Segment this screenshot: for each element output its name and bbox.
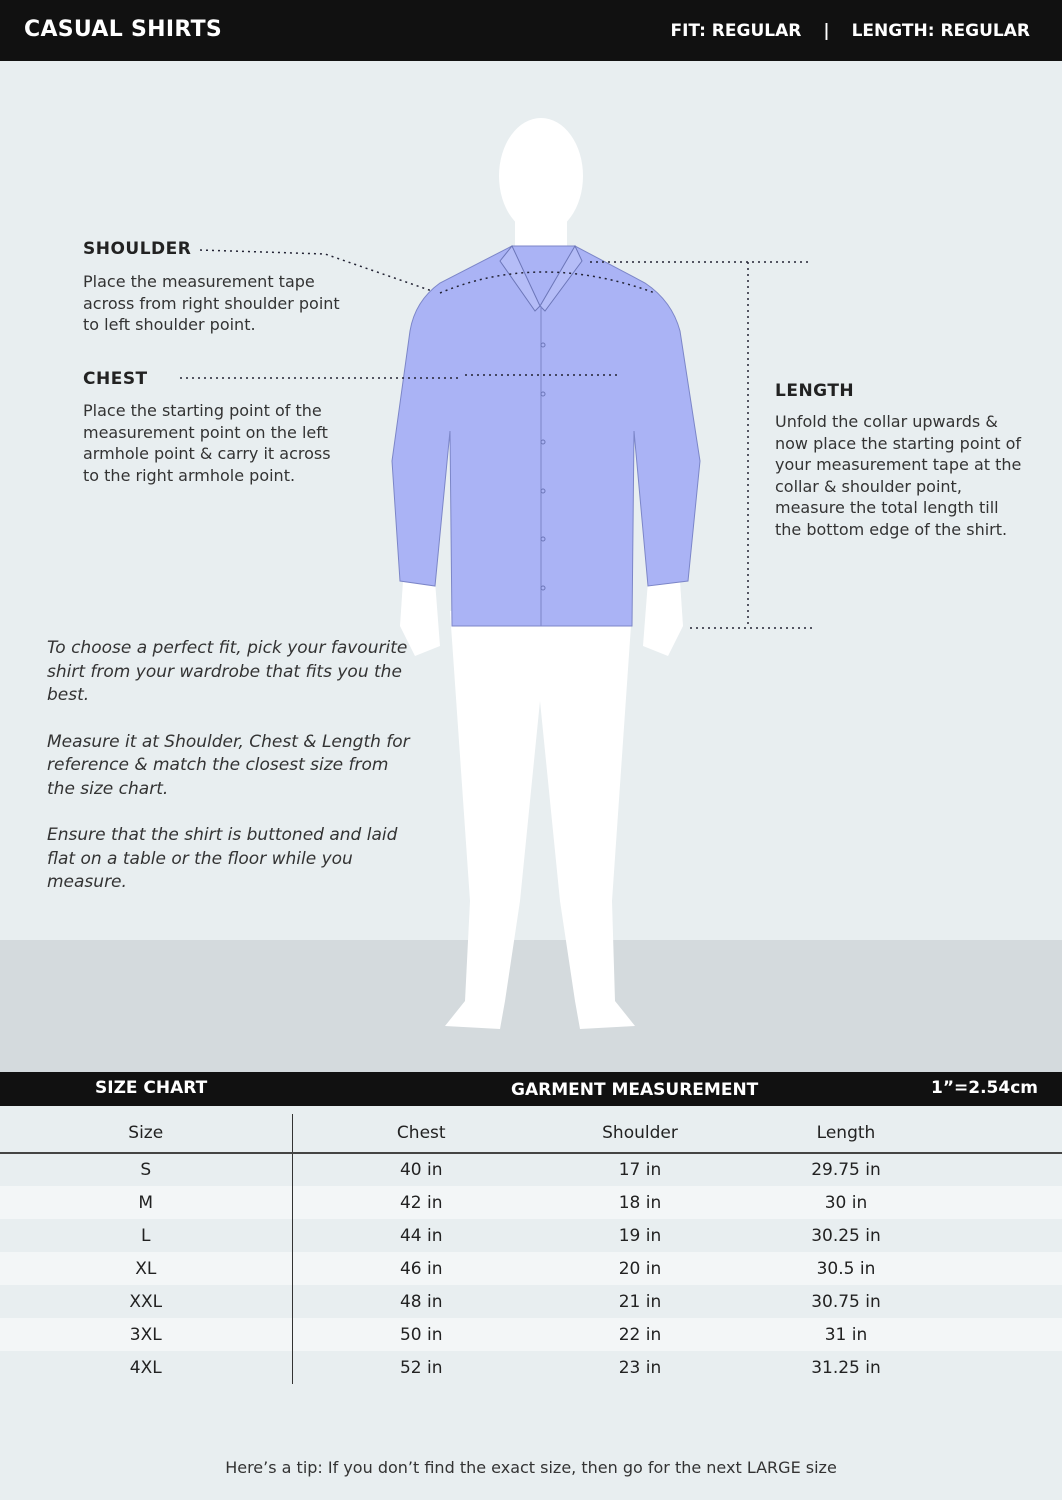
column-header: Chest (292, 1114, 550, 1154)
cell-length: 31 in (730, 1318, 962, 1351)
cell-size: L (0, 1219, 293, 1252)
floor-band (0, 940, 1062, 1072)
chest-description: Place the starting point of the measurem… (83, 401, 331, 485)
garment-measurement-title: GARMENT MEASUREMENT (511, 1080, 759, 1100)
cell-shoulder: 22 in (550, 1318, 730, 1351)
size-chart-header: SIZE CHART GARMENT MEASUREMENT 1”=2.54cm (0, 1072, 1062, 1106)
spacer (962, 1285, 1062, 1318)
cell-shoulder: 18 in (550, 1186, 730, 1219)
column-header: Size (0, 1114, 293, 1154)
tip-text: Measure it at Shoulder, Chest & Length f… (47, 731, 410, 799)
shoulder-description: Place the measurement tape across from r… (83, 272, 340, 334)
cell-shoulder: 20 in (550, 1252, 730, 1285)
cell-size: 4XL (0, 1351, 293, 1384)
cell-size: M (0, 1186, 293, 1219)
cell-length: 30.25 in (811, 1225, 881, 1246)
table-row: S 40 in 17 in 29.75 in (0, 1153, 1062, 1186)
cell-chest: 50 in (292, 1318, 550, 1351)
measure-lines (180, 249, 812, 629)
size-chart-title: SIZE CHART (95, 1078, 208, 1098)
cell-length: 31.25 in (811, 1357, 881, 1378)
table-row: XXL 48 in 21 in 30.75 in (0, 1285, 1062, 1318)
chest-label: CHEST (83, 369, 148, 389)
cell-size: 3XL (0, 1318, 293, 1351)
cell-chest: 46 in (292, 1252, 550, 1285)
table-row: L 44 in 19 in 30.25 in (0, 1219, 1062, 1252)
table-header: Size Chest Shoulder Length (0, 1114, 1062, 1154)
page-title: CASUAL SHIRTS (24, 17, 223, 42)
cell-shoulder: 17 in (618, 1160, 662, 1180)
length-label: LENGTH: REGULAR (851, 21, 1030, 41)
cell-chest: 48 in (399, 1291, 443, 1312)
cell-chest: 42 in (292, 1186, 550, 1219)
cell-length: 30.5 in (730, 1252, 962, 1285)
column-header: Length (730, 1114, 962, 1154)
length-label: LENGTH (775, 381, 855, 401)
fit-tips: To choose a perfect fit, pick your favou… (47, 637, 417, 918)
table-row: 4XL 52 in 23 in 31.25 in (0, 1351, 1062, 1384)
table-row: XL 46 in 20 in 30.5 in (0, 1252, 1062, 1285)
cell-length: 29.75 in (811, 1160, 881, 1180)
cell-size: XXL (0, 1285, 293, 1318)
column-header: Shoulder (550, 1114, 730, 1154)
cell-shoulder: 21 in (618, 1291, 662, 1312)
cell-length: 30.75 in (811, 1291, 881, 1312)
separator: | (823, 21, 830, 41)
spacer (962, 1219, 1062, 1252)
cell-shoulder: 23 in (618, 1357, 662, 1378)
cell-shoulder: 19 in (618, 1225, 662, 1246)
tip-text: To choose a perfect fit, pick your favou… (47, 638, 408, 705)
length-description: Unfold the collar upwards & now place th… (775, 412, 1022, 539)
table-row: M 42 in 18 in 30 in (0, 1186, 1062, 1219)
spacer (962, 1351, 1062, 1384)
spacer (962, 1114, 1062, 1154)
figure-illustration (180, 118, 812, 1029)
fit-info: FIT: REGULAR | LENGTH: REGULAR (670, 21, 1030, 41)
shirt (391, 244, 701, 627)
cell-size: XL (0, 1252, 293, 1285)
header-bar: CASUAL SHIRTS FIT: REGULAR | LENGTH: REG… (0, 0, 1062, 61)
size-chart-table: Size Chest Shoulder Length S 40 in 17 in 29… (0, 1114, 1062, 1384)
spacer (962, 1252, 1062, 1285)
cell-chest: 52 in (399, 1357, 443, 1378)
cell-chest: 44 in (399, 1225, 443, 1246)
cell-chest: 40 in (399, 1160, 443, 1180)
fit-label: FIT: REGULAR (670, 21, 802, 41)
spacer (962, 1318, 1062, 1351)
cell-length: 30 in (730, 1186, 962, 1219)
table-row: 3XL 50 in 22 in 31 in (0, 1318, 1062, 1351)
shoulder-label: SHOULDER (83, 239, 192, 259)
spacer (962, 1186, 1062, 1219)
cell-size: S (0, 1153, 293, 1186)
unit-conversion: 1”=2.54cm (931, 1078, 1038, 1098)
tip-text: Ensure that the shirt is buttoned and la… (47, 825, 398, 892)
footer-tip: Here’s a tip: If you don’t find the exac… (225, 1458, 837, 1477)
spacer (962, 1153, 1062, 1186)
